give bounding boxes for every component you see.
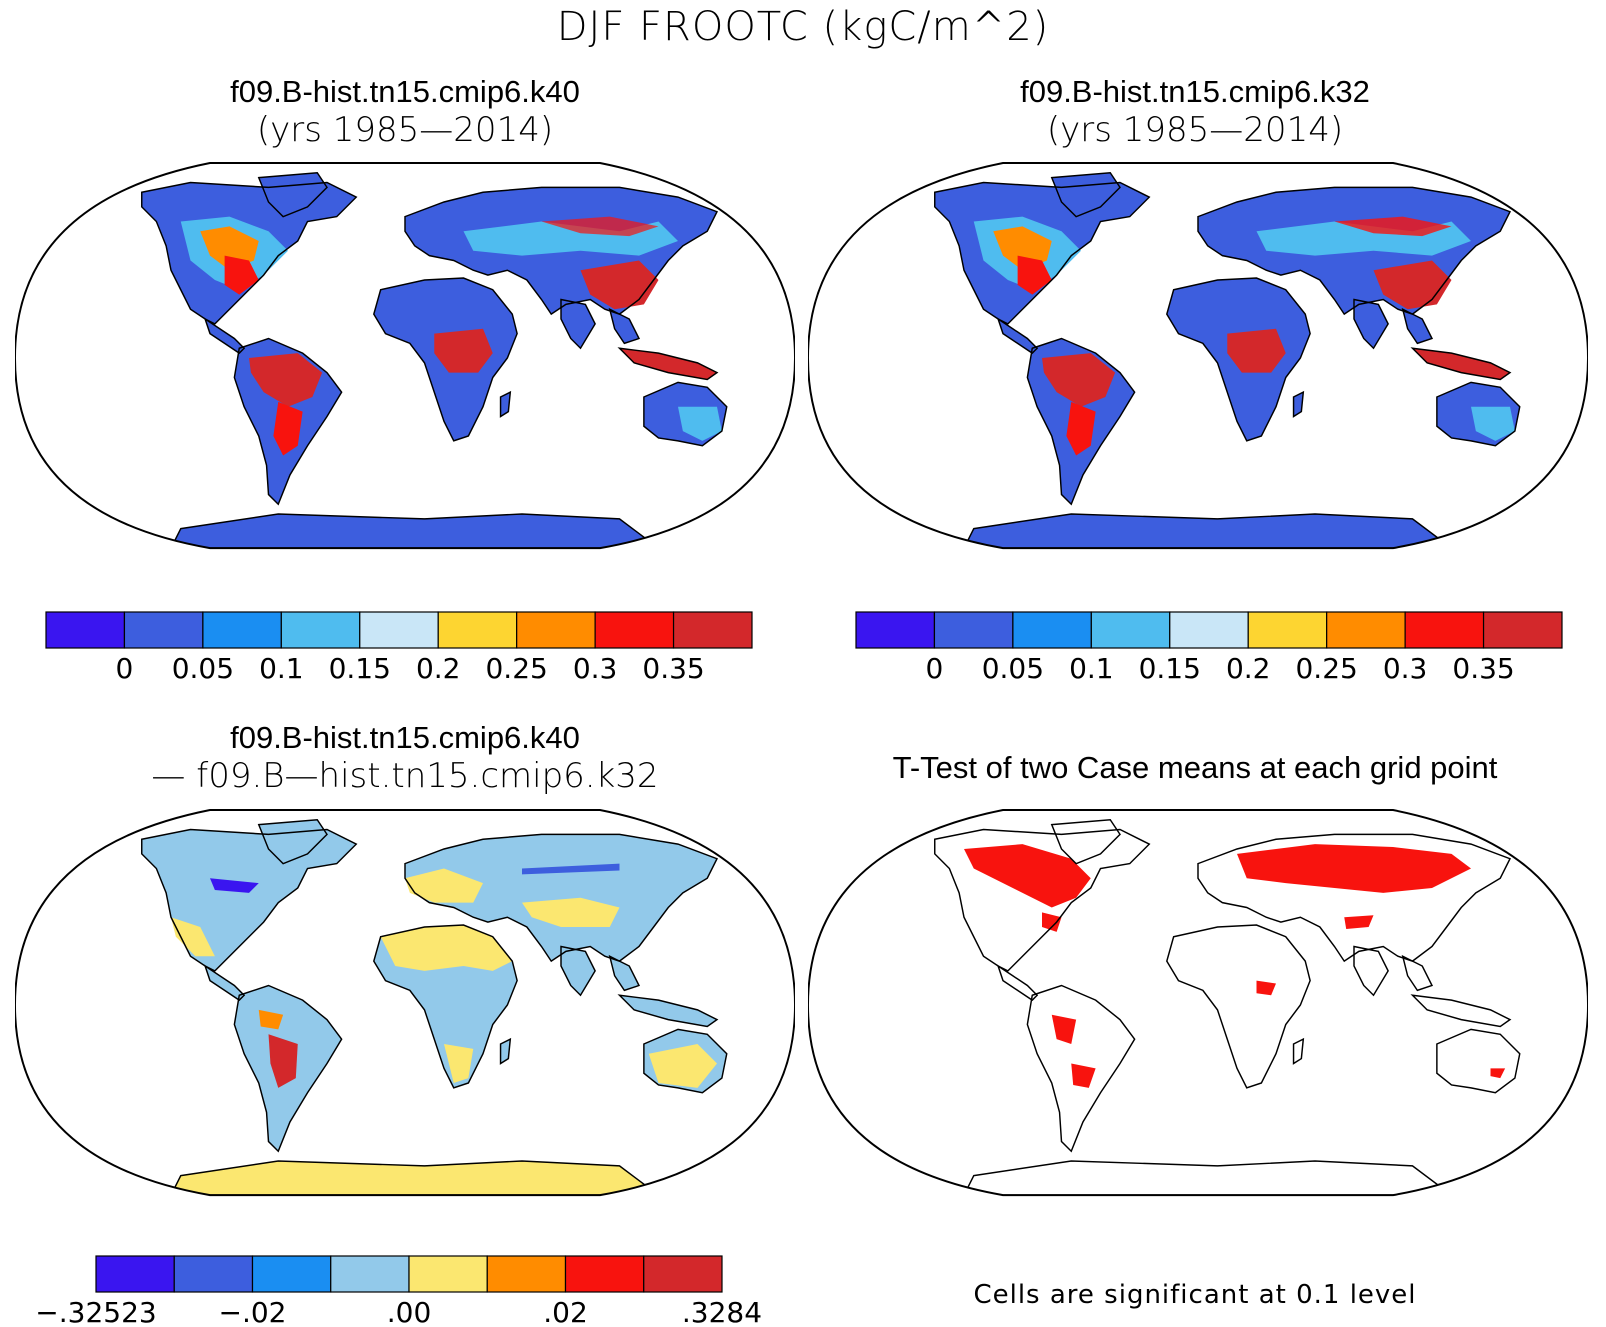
colorbar-swatch <box>486 1255 567 1293</box>
colorbar-swatch <box>1012 611 1092 649</box>
colorbar-swatch <box>359 611 439 649</box>
colorbar-tick-label: 0.3 <box>1383 652 1428 685</box>
colorbar-tick-label: 0 <box>926 652 944 685</box>
colorbar-swatch <box>330 1255 410 1293</box>
colorbar-tick-label: .00 <box>387 1296 432 1327</box>
colorbar-k40: 0 0.05 0.1 0.15 0.2 0.25 0.3 0.35 <box>45 611 753 685</box>
colorbar-tick-label: 0.35 <box>642 652 704 685</box>
colorbar-swatch <box>408 1255 488 1293</box>
colorbar-tick-label: .3284 <box>682 1296 762 1327</box>
colorbar-swatch <box>437 611 518 649</box>
colorbar-tick-label: 0.05 <box>172 652 234 685</box>
colorbar-tick-label: −.02 <box>219 1296 287 1327</box>
colorbar-tick-label: −.32523 <box>35 1296 156 1327</box>
colorbar-swatch <box>251 1255 332 1293</box>
panel-ttest-title: T-Test of two Case means at each grid po… <box>892 750 1498 785</box>
colorbar-swatch <box>672 611 753 649</box>
map-difference <box>15 809 795 1197</box>
colorbar-swatch <box>1404 611 1485 649</box>
panel-k32-title: f09.B-hist.tn15.cmip6.k32 (yrs 1985—2014… <box>805 74 1585 150</box>
colorbar-tick-label: 0.25 <box>1295 652 1357 685</box>
panel-diff-line1: f09.B-hist.tn15.cmip6.k40 <box>230 720 580 755</box>
map-k32 <box>808 162 1588 550</box>
colorbar-swatch <box>933 611 1014 649</box>
panel-diff-line2: — f09.B—hist.tn15.cmip6.k32 <box>151 756 659 796</box>
colorbar-swatch <box>564 1255 645 1293</box>
colorbar-tick-label: 0.2 <box>1226 652 1271 685</box>
colorbar-swatch <box>1169 611 1249 649</box>
colorbar-tick-label: 0.35 <box>1452 652 1514 685</box>
panel-k40-years: (yrs 1985—2014) <box>256 110 554 150</box>
colorbar-swatch <box>280 611 361 649</box>
colorbar-tick-label: 0.05 <box>982 652 1044 685</box>
colorbar-swatch <box>1326 611 1406 649</box>
colorbar-swatch <box>594 611 675 649</box>
colorbar-swatch <box>855 611 936 649</box>
map-ttest <box>808 809 1588 1197</box>
colorbar-tick-label: 0.15 <box>1139 652 1201 685</box>
colorbar-difference: −.32523 −.02 .00 .02 .3284 <box>35 1255 762 1327</box>
panel-k32-case: f09.B-hist.tn15.cmip6.k32 <box>1020 74 1370 109</box>
colorbar-tick-label: 0.2 <box>416 652 461 685</box>
panel-diff-title: f09.B-hist.tn15.cmip6.k40 — f09.B—hist.t… <box>15 720 795 796</box>
map-k40 <box>15 162 795 550</box>
colorbar-swatch <box>643 1255 723 1293</box>
colorbar-swatch <box>202 611 282 649</box>
colorbar-tick-label: 0.15 <box>329 652 391 685</box>
colorbar-swatch <box>123 611 204 649</box>
colorbar-swatch <box>1482 611 1563 649</box>
colorbar-tick-label: 0.25 <box>485 652 547 685</box>
colorbar-swatch <box>1247 611 1328 649</box>
colorbar-tick-label: 0.1 <box>259 652 304 685</box>
colorbar-tick-label: .02 <box>543 1296 588 1327</box>
ttest-footnote: Cells are significant at 0.1 level <box>973 1280 1417 1310</box>
colorbar-k32: 0 0.05 0.1 0.15 0.2 0.25 0.3 0.35 <box>855 611 1563 685</box>
figure-title: DJF FROOTC (kgC/m^2) <box>556 4 1050 50</box>
panel-k32-years: (yrs 1985—2014) <box>1046 110 1344 150</box>
panel-k40-title: f09.B-hist.tn15.cmip6.k40 (yrs 1985—2014… <box>15 74 795 150</box>
colorbar-swatch <box>45 611 126 649</box>
colorbar-swatch <box>516 611 596 649</box>
colorbar-tick-label: 0 <box>116 652 134 685</box>
colorbar-swatch <box>1090 611 1171 649</box>
colorbar-swatch <box>173 1255 254 1293</box>
colorbar-tick-label: 0.1 <box>1069 652 1114 685</box>
panel-k40-case: f09.B-hist.tn15.cmip6.k40 <box>230 74 580 109</box>
colorbar-tick-label: 0.3 <box>573 652 618 685</box>
colorbar-swatch <box>95 1255 175 1293</box>
